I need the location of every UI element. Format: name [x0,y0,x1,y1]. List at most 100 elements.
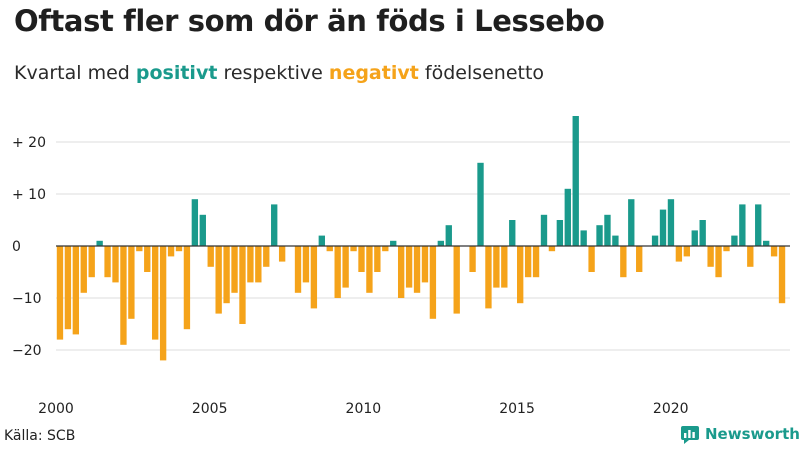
bar [366,246,373,293]
bar [628,199,635,246]
bar [231,246,238,293]
bar [707,246,714,267]
bar [612,235,619,246]
bar [390,240,397,246]
bar [564,188,571,246]
bar [263,246,270,267]
bar [64,246,72,330]
x-tick-label: 2005 [192,401,228,417]
bar [413,246,421,293]
bar [183,246,191,330]
bar [318,235,325,246]
bar [636,246,643,272]
bar [453,246,460,314]
bar [723,246,730,252]
bar [739,204,746,246]
bar [572,116,579,246]
bar [136,246,143,252]
bar [485,246,492,309]
subtitle-middle: respektive [223,62,323,84]
y-tick-label: + 20 [12,135,46,151]
bar [144,246,151,272]
bar [167,246,175,257]
y-axis-ticks: + 20 + 10 0 −10 −20 [12,135,46,359]
subtitle-suffix: födelsenetto [424,62,545,84]
y-tick-label: + 10 [12,187,46,203]
bar [358,246,365,272]
bar [548,246,556,252]
bar [223,246,230,304]
chart-title: Oftast fler som dör än föds i Lessebo [14,4,605,38]
bar [747,246,754,267]
bar [731,235,738,246]
chart-subtitle: Kvartal med positivt respektive negativt… [14,62,544,84]
x-axis-ticks: 2000 2005 2010 2015 2020 [38,401,688,417]
bar [80,246,87,293]
bar [72,246,80,335]
bar [755,204,762,246]
bar [56,246,64,340]
bar [532,246,540,278]
bar [437,240,445,246]
bar [278,246,286,262]
bar [620,246,627,278]
bar [199,214,206,246]
bar [397,246,405,298]
bar [429,246,437,319]
bar [691,230,698,246]
bar [310,246,318,309]
bar [152,246,159,340]
bar [469,246,476,272]
bar [104,246,111,278]
subtitle-positive-word: positivt [135,62,218,84]
x-tick-label: 2010 [346,401,382,417]
x-tick-label: 2000 [38,401,74,417]
bar [762,240,770,246]
bar [247,246,254,283]
bar [96,240,103,246]
bar [517,246,524,304]
bar [524,246,532,278]
bar [239,246,246,324]
bar [778,246,786,304]
bar [302,246,310,283]
bar [493,246,500,288]
bar [120,246,127,345]
bar [294,246,302,293]
bar [659,209,667,246]
bar [215,246,222,314]
bar [770,246,778,257]
bar [382,246,389,252]
bar [667,199,675,246]
bar [405,246,413,288]
bars [56,116,786,361]
subtitle-negative-word: negativt [328,62,419,84]
bar [128,246,135,319]
source-note: Källa: SCB [4,428,76,444]
bar [588,246,595,272]
bar [112,246,119,283]
bar [509,220,516,246]
bar [501,246,508,288]
gridlines [56,141,790,351]
bar [88,246,95,278]
bar [580,230,587,246]
brand-name: Newsworthy [705,425,800,443]
subtitle-prefix: Kvartal med [14,62,130,84]
bar [651,235,659,246]
x-tick-label: 2015 [499,401,535,417]
bar [596,225,603,246]
y-tick-label: −10 [12,291,42,307]
bar [350,246,357,252]
bar [604,214,611,246]
bar [540,214,548,246]
bar [207,246,214,267]
bar [342,246,349,288]
bar [477,162,484,246]
bar [175,246,183,252]
bar [445,225,452,246]
bar [374,246,381,272]
bar [334,246,341,298]
bar [699,220,706,246]
bar [556,220,564,246]
